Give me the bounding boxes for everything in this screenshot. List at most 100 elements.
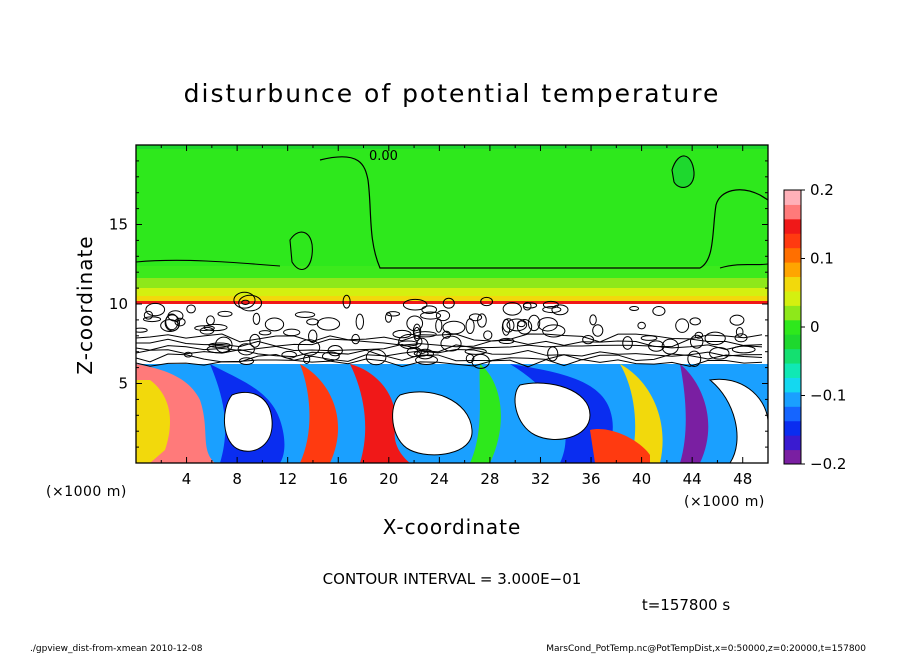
contour-loop	[294, 311, 316, 318]
colorbar-segment	[784, 276, 801, 292]
plume	[136, 380, 170, 463]
colorbar-segment	[784, 319, 801, 335]
x-tick-label: 4	[182, 470, 192, 488]
contour-loop	[164, 314, 181, 332]
contour-loop	[321, 351, 340, 362]
contour-loop	[483, 330, 493, 341]
contour-loop	[551, 304, 569, 316]
contour-loop	[217, 310, 233, 317]
zero-contour-line	[319, 156, 768, 269]
footer-left: ./gpview_dist-from-xmean 2010-12-08	[30, 644, 203, 654]
colorbar-segment	[784, 391, 801, 407]
colorbar-segment	[784, 420, 801, 436]
plume	[470, 364, 501, 463]
contour-loop	[233, 291, 256, 309]
contour-loop	[629, 305, 640, 311]
contour-loop	[416, 348, 434, 360]
upper-contour-loop	[289, 231, 313, 270]
lower-plumes	[136, 364, 768, 463]
contour-interval: CONTOUR INTERVAL = 3.000E−01	[323, 570, 582, 588]
x-tick-label: 12	[278, 470, 297, 488]
x-tick-label: 24	[430, 470, 449, 488]
colorbar-tick-label: 0	[810, 318, 820, 336]
contour-loop	[355, 313, 365, 330]
x-tick-label: 36	[581, 470, 600, 488]
contour-loop	[241, 299, 250, 305]
colorbar-tick-label: −0.1	[810, 387, 846, 405]
contour-loop	[252, 312, 261, 325]
plume	[590, 429, 650, 463]
time-label: t=157800 s	[642, 596, 730, 614]
x-tick-label: 16	[329, 470, 348, 488]
contour-loop	[415, 337, 429, 354]
y-axis-label: Z-coordinate	[73, 235, 97, 374]
top-edge-band	[136, 145, 768, 149]
plume	[350, 364, 410, 463]
tropopause-band-1	[136, 266, 768, 278]
contour-loop	[731, 345, 756, 354]
contour-loop	[165, 313, 179, 331]
contour-loop	[406, 315, 424, 332]
contour-loop	[480, 296, 494, 307]
x-tick-label: 20	[379, 470, 398, 488]
x-tick-label: 40	[632, 470, 651, 488]
contour-loop	[652, 306, 666, 317]
colorbar-segment	[784, 406, 801, 422]
contour-loop	[516, 319, 533, 335]
colorbar-tick-label: −0.2	[810, 455, 846, 473]
colorbar-segment	[784, 233, 801, 249]
plume	[223, 391, 273, 452]
contour-loop	[264, 317, 285, 332]
plume	[514, 382, 591, 440]
footer-right: MarsCond_PotTemp.nc@PotTempDist,x=0:5000…	[546, 644, 866, 654]
contour-loop	[402, 298, 428, 311]
contour-loop	[342, 294, 351, 309]
x-axis-ticks: 4 8 12 16 20 24 28 32 36 40 44 48	[160, 145, 752, 488]
contour-loop	[735, 327, 744, 337]
contour-loop	[729, 314, 745, 326]
contour-loop	[316, 317, 341, 331]
colorbar-ticks: 0.2 0.1 0 −0.1 −0.2	[801, 181, 846, 473]
contour-line	[136, 358, 763, 368]
contour-loop	[506, 318, 528, 332]
contour-loop	[435, 309, 451, 322]
colorbar	[784, 190, 801, 465]
contour-loop	[502, 302, 522, 316]
colorbar-segment	[784, 190, 801, 205]
y-tick-label: 10	[109, 295, 128, 313]
plume	[392, 391, 473, 456]
y-tick-label: 15	[109, 216, 128, 234]
contour-loop	[238, 294, 263, 312]
contour-loop	[206, 315, 215, 326]
contour-loop	[308, 329, 318, 344]
contour-loop	[537, 317, 558, 332]
upper-contour-island	[671, 155, 695, 188]
colorbar-segment	[784, 290, 801, 306]
colorbar-tick-label: 0.1	[810, 250, 834, 268]
colorbar-segment	[784, 348, 801, 364]
contour-loop	[421, 305, 438, 315]
lower-zero-contour	[136, 259, 768, 269]
plot-area: 0.00	[136, 145, 768, 463]
x-tick-label: 8	[232, 470, 242, 488]
x-unit-left: (×1000 m)	[46, 484, 127, 500]
x-tick-label: 32	[531, 470, 550, 488]
colorbar-segment	[784, 449, 801, 465]
y-tick-label: 5	[118, 375, 128, 393]
contour-loop	[522, 301, 532, 311]
plume	[708, 378, 768, 463]
contour-loop	[145, 302, 166, 317]
contour-loop	[442, 297, 455, 309]
x-tick-label: 28	[480, 470, 499, 488]
contour-loop	[143, 310, 154, 320]
tropopause-band-3	[136, 288, 768, 296]
contour-loop	[527, 314, 541, 332]
contour-loop	[464, 348, 487, 355]
contour-loop	[136, 327, 148, 333]
contour-loop	[384, 312, 392, 323]
contour-loop	[465, 353, 475, 364]
plume	[300, 364, 339, 463]
contour-loop	[468, 313, 483, 322]
plume	[620, 364, 663, 463]
